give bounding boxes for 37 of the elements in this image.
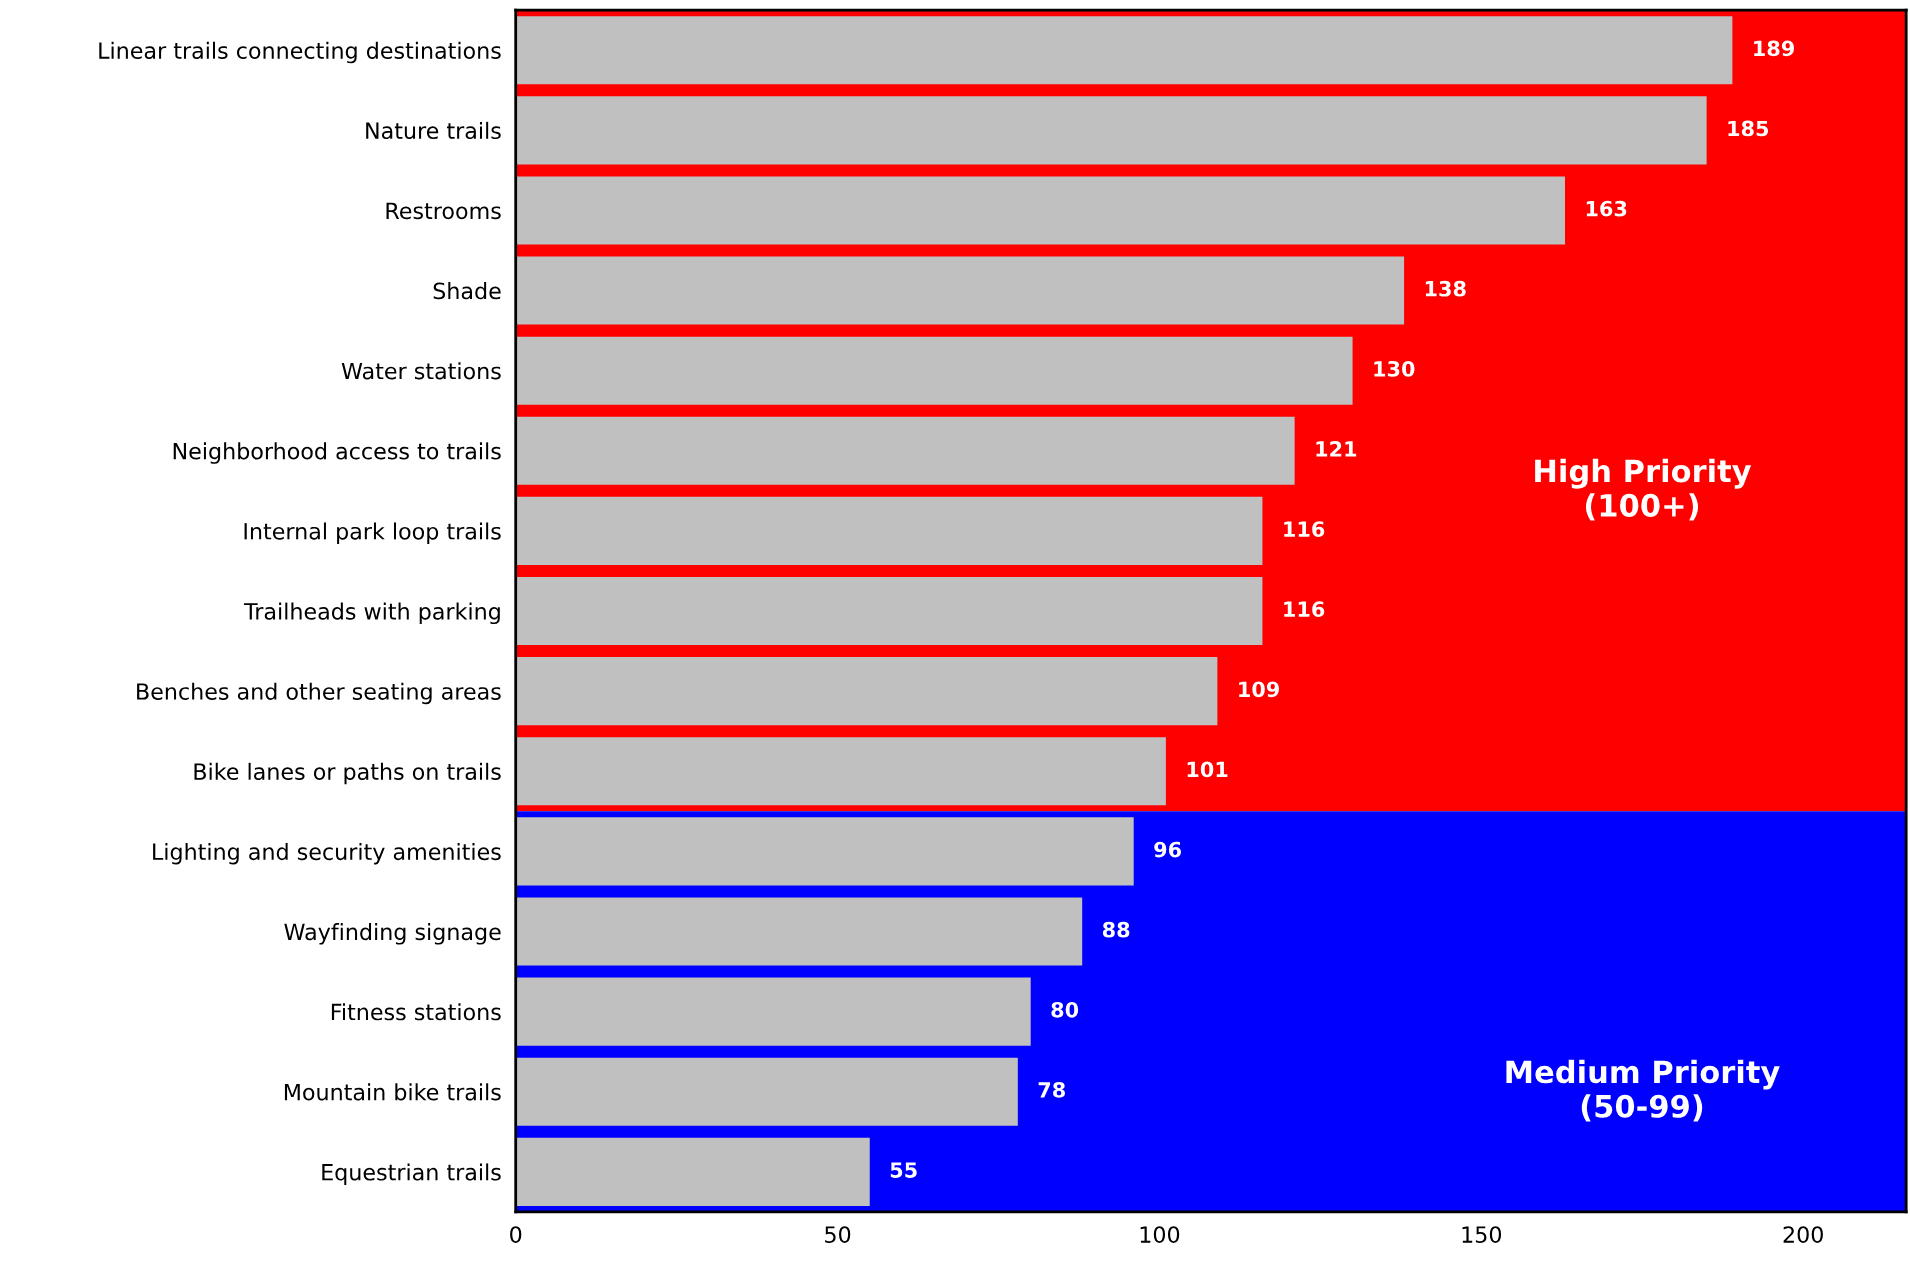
y-tick-label: Mountain bike trails <box>284 1083 501 1101</box>
x-tick-label: 100 <box>1140 1226 1180 1243</box>
x-tick-label: 50 <box>825 1226 851 1243</box>
y-tick-label: Linear trails connecting destinations <box>99 41 501 64</box>
data-label: 101 <box>1187 761 1228 778</box>
band-label: High Priority (100+) <box>1535 458 1752 521</box>
y-tick-label: Water stations <box>341 362 501 380</box>
y-tick-label: Lighting and security amenities <box>153 842 501 865</box>
data-label: 88 <box>1102 921 1130 938</box>
data-label: 121 <box>1316 441 1357 457</box>
data-label: 80 <box>1051 1001 1079 1018</box>
data-label: 55 <box>890 1162 917 1178</box>
y-tick-label: Restrooms <box>386 202 501 220</box>
data-label: 138 <box>1425 280 1466 297</box>
x-tick-label: 150 <box>1462 1226 1502 1243</box>
data-label: 163 <box>1586 200 1627 217</box>
x-tick-label: 200 <box>1783 1226 1823 1243</box>
y-tick-label: Wayfinding signage <box>284 923 501 945</box>
y-tick-label: Neighborhood access to trails <box>173 442 501 464</box>
y-tick-label: Fitness stations <box>331 1003 501 1021</box>
data-label: 185 <box>1728 120 1769 137</box>
y-tick-label: Bike lanes or paths on trails <box>194 762 501 785</box>
data-label: 130 <box>1374 360 1415 377</box>
y-tick-label: Trailheads with parking <box>243 602 500 625</box>
data-label: 116 <box>1284 601 1325 618</box>
data-label: 78 <box>1038 1082 1065 1098</box>
data-label: 189 <box>1754 40 1794 57</box>
data-label: 96 <box>1154 841 1182 858</box>
y-tick-label: Benches and other seating areas <box>137 682 501 705</box>
x-tick-label: 0 <box>510 1226 522 1243</box>
data-label: 116 <box>1284 521 1325 537</box>
band-label: Medium Priority (50-99) <box>1506 1059 1780 1122</box>
y-tick-label: Shade <box>433 282 501 300</box>
data-label: 109 <box>1239 681 1279 698</box>
y-tick-label: Nature trails <box>366 121 501 140</box>
y-tick-label: Internal park loop trails <box>244 522 501 544</box>
y-tick-label: Equestrian trails <box>322 1163 501 1185</box>
